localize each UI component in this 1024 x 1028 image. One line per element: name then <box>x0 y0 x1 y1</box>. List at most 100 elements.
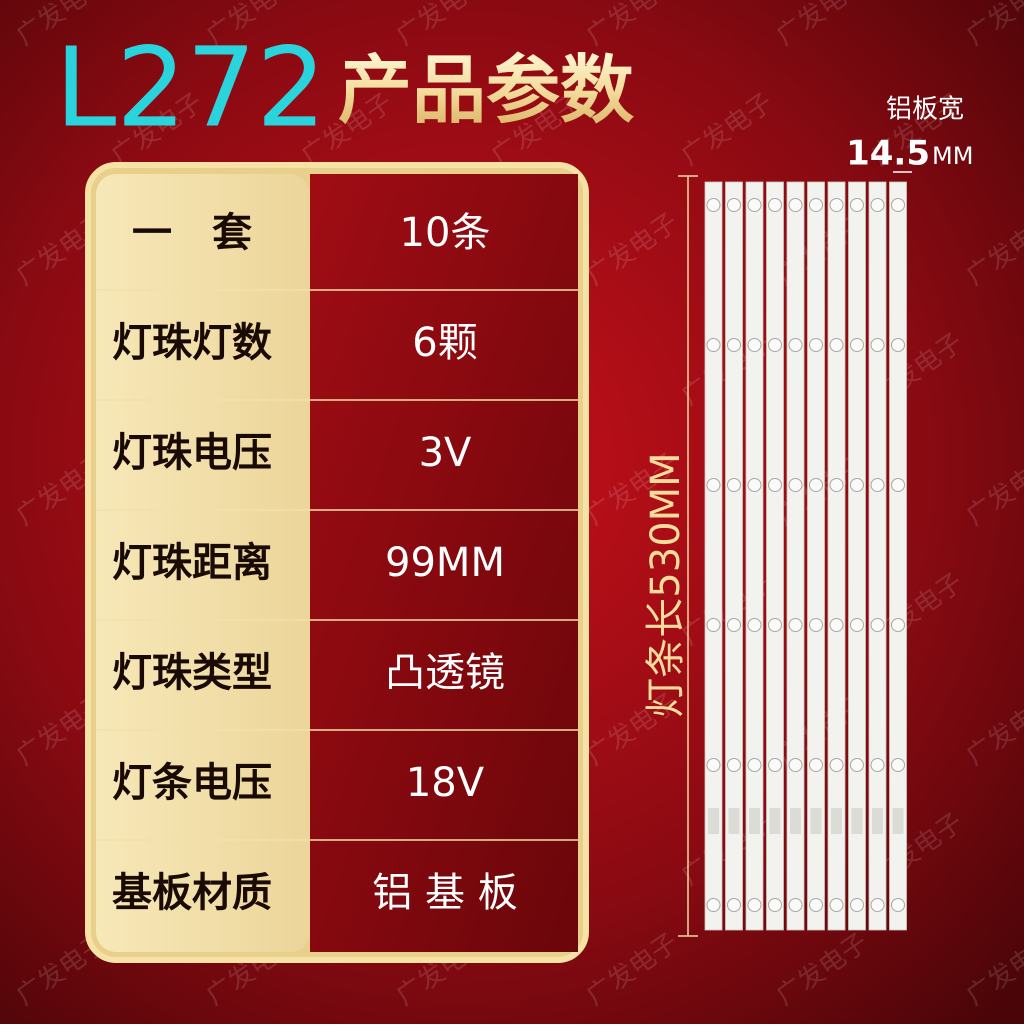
label <box>790 808 801 834</box>
row-value: 3V <box>419 430 472 476</box>
led <box>850 898 864 912</box>
led <box>809 898 823 912</box>
led <box>768 618 782 632</box>
row-value: 99MM <box>385 540 505 586</box>
label <box>708 808 719 834</box>
strip <box>807 181 825 931</box>
led <box>870 758 885 772</box>
led <box>809 618 823 632</box>
led <box>829 198 844 212</box>
label <box>769 808 781 834</box>
led <box>850 198 864 212</box>
led <box>727 618 741 632</box>
row-value: 6颗 <box>412 320 477 366</box>
led <box>850 618 864 632</box>
row-value: 铝 基 板 <box>372 870 517 916</box>
row-value: 凸透镜 <box>385 650 505 696</box>
strip <box>766 181 784 931</box>
led <box>870 478 885 492</box>
led <box>870 618 885 632</box>
led <box>809 198 823 212</box>
led <box>891 338 905 352</box>
row-label: 基板材质 <box>112 870 272 916</box>
row-label: 灯珠类型 <box>112 650 272 696</box>
strip <box>868 181 887 931</box>
label <box>872 808 883 834</box>
label <box>728 808 740 834</box>
led <box>829 618 844 632</box>
led <box>891 478 905 492</box>
width-label: 铝板宽 <box>886 95 964 125</box>
label-column <box>96 174 310 952</box>
led <box>727 478 741 492</box>
led <box>870 898 885 912</box>
led <box>788 478 803 492</box>
row-label: 灯珠距离 <box>112 540 272 586</box>
led <box>788 338 803 352</box>
led <box>829 478 844 492</box>
led <box>891 758 905 772</box>
title: 产品参数 <box>338 48 634 134</box>
led <box>706 338 721 352</box>
led-strips <box>704 181 907 931</box>
led <box>788 898 803 912</box>
led <box>706 198 721 212</box>
value-column <box>310 174 578 952</box>
led <box>727 198 741 212</box>
led <box>747 618 762 632</box>
led <box>891 198 905 212</box>
led <box>706 758 721 772</box>
led <box>768 898 782 912</box>
led <box>706 618 721 632</box>
model: L272 <box>55 23 326 151</box>
led <box>850 338 864 352</box>
label <box>831 808 842 834</box>
led <box>891 618 905 632</box>
led <box>829 758 844 772</box>
strip <box>704 181 723 931</box>
label <box>749 808 760 834</box>
strip <box>827 181 846 931</box>
led <box>809 478 823 492</box>
led <box>747 338 762 352</box>
led <box>727 758 741 772</box>
led <box>727 338 741 352</box>
led <box>768 338 782 352</box>
strip <box>889 181 907 931</box>
row-value: 18V <box>406 760 485 806</box>
led <box>809 338 823 352</box>
led <box>747 898 762 912</box>
label <box>851 808 863 834</box>
led <box>747 758 762 772</box>
width-unit: MM <box>932 142 973 170</box>
led <box>850 758 864 772</box>
led <box>870 198 885 212</box>
led <box>829 338 844 352</box>
led <box>706 898 721 912</box>
strip <box>725 181 743 931</box>
led <box>788 198 803 212</box>
led <box>768 198 782 212</box>
row-label: 灯珠灯数 <box>112 320 272 366</box>
led <box>727 898 741 912</box>
row-label: 灯条电压 <box>112 760 272 806</box>
led <box>788 618 803 632</box>
strip <box>786 181 805 931</box>
label <box>810 808 822 834</box>
led <box>706 478 721 492</box>
led <box>850 478 864 492</box>
label <box>892 808 904 834</box>
led <box>788 758 803 772</box>
strip <box>848 181 866 931</box>
led <box>891 898 905 912</box>
row-label: 灯珠电压 <box>112 430 272 476</box>
length-label: 灯条长530MM <box>643 452 689 717</box>
width-value: 14.5 <box>846 134 930 174</box>
led <box>747 198 762 212</box>
led <box>829 898 844 912</box>
strip <box>745 181 764 931</box>
led <box>747 478 762 492</box>
led <box>870 338 885 352</box>
